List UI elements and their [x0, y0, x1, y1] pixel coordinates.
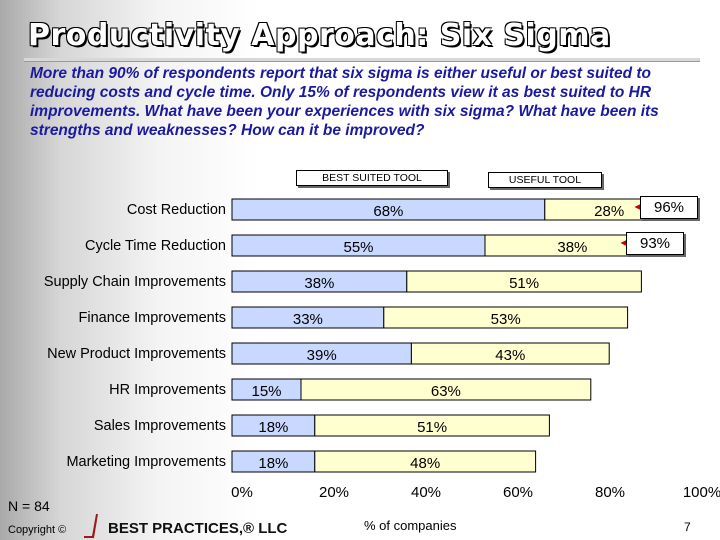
x-tick-label: 80%: [595, 484, 625, 501]
category-label: Finance Improvements: [79, 310, 226, 326]
bar-value-label: 18%: [258, 419, 288, 436]
title-divider: [24, 58, 700, 62]
x-axis-title: % of companies: [364, 518, 457, 533]
bar-value-label: 68%: [373, 203, 403, 220]
x-tick-label: 0%: [231, 484, 253, 501]
callout-total-cycle-time: 93%: [626, 232, 684, 255]
legend-best-suited: BEST SUITED TOOL: [296, 170, 448, 186]
x-tick-label: 20%: [319, 484, 349, 501]
bar-value-label: 38%: [304, 275, 334, 292]
bar-value-label: 51%: [417, 419, 447, 436]
bar-value-label: 48%: [410, 455, 440, 472]
bar-useful: [300, 378, 592, 401]
bar-value-label: 28%: [594, 203, 624, 220]
bar-useful: [410, 342, 610, 365]
bar-value-label: 18%: [258, 455, 288, 472]
bar-value-label: 38%: [557, 239, 587, 256]
x-tick-label: 100%: [683, 484, 720, 501]
category-label: Sales Improvements: [94, 418, 226, 434]
bar-value-label: 63%: [431, 383, 461, 400]
callout-total-cost-reduction: 96%: [640, 196, 698, 219]
category-label: Marketing Improvements: [66, 454, 226, 470]
x-tick-label: 40%: [411, 484, 441, 501]
category-label: Cost Reduction: [127, 202, 226, 218]
page-title: Productivity Approach: Six Sigma: [28, 18, 611, 53]
bar-useful: [383, 306, 629, 329]
brand-name: BEST PRACTICES,® LLC: [108, 520, 288, 537]
bar-value-label: 15%: [251, 383, 281, 400]
category-label: New Product Improvements: [47, 346, 226, 362]
legend-useful: USEFUL TOOL: [488, 172, 602, 188]
brand-logo: [84, 514, 98, 538]
bar-useful: [406, 270, 642, 293]
sample-size-label: N = 84: [8, 498, 50, 514]
bar-value-label: 53%: [491, 311, 521, 328]
bar-value-label: 55%: [343, 239, 373, 256]
bar-value-label: 43%: [495, 347, 525, 364]
category-label: Cycle Time Reduction: [85, 238, 226, 254]
category-label: HR Improvements: [109, 382, 226, 398]
bar-value-label: 39%: [307, 347, 337, 364]
bar-value-label: 51%: [509, 275, 539, 292]
bar-useful: [314, 450, 537, 473]
bar-value-label: 33%: [293, 311, 323, 328]
copyright-text: Copyright ©: [8, 524, 67, 536]
category-label: Supply Chain Improvements: [44, 274, 226, 290]
bar-useful: [314, 414, 550, 437]
page-number: 7: [684, 520, 691, 534]
x-tick-label: 60%: [503, 484, 533, 501]
page-subtitle: More than 90% of respondents report that…: [30, 65, 659, 139]
